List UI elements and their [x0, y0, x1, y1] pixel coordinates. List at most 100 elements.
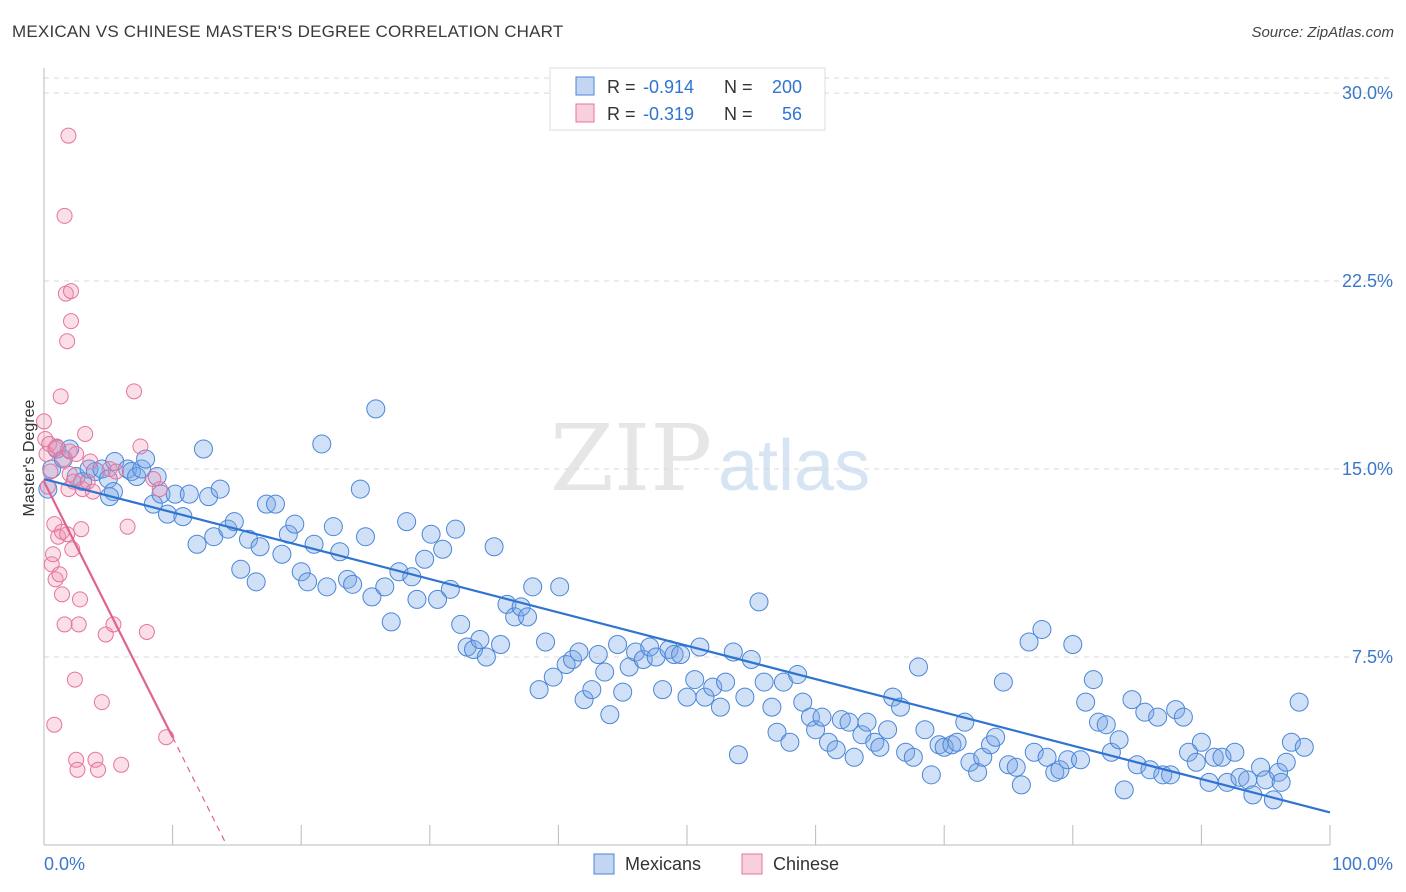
mexicans-point	[165, 484, 185, 504]
mexicans-point	[343, 574, 363, 594]
mexicans-point	[1019, 632, 1039, 652]
mexicans-point	[291, 562, 311, 582]
mexicans-point	[433, 539, 453, 559]
mexicans-point	[151, 484, 171, 504]
y-tick-label: 15.0%	[1342, 459, 1393, 479]
chinese-point	[113, 756, 130, 773]
mexicans-point	[428, 589, 448, 609]
mexicans-point	[1251, 757, 1271, 777]
mexicans-point	[826, 740, 846, 760]
mexicans-point	[1109, 730, 1129, 750]
chinese-point	[70, 616, 87, 633]
mexicans-point	[285, 514, 305, 534]
mexicans-point	[595, 662, 615, 682]
mexicans-point	[1148, 707, 1168, 727]
chinese-point	[61, 466, 78, 483]
mexicans-point	[677, 687, 697, 707]
mexicans-point	[903, 747, 923, 767]
mexicans-point	[844, 747, 864, 767]
mexicans-point	[231, 559, 251, 579]
mexicans-point	[1006, 757, 1026, 777]
mexicans-point	[735, 687, 755, 707]
y-axis-label: Master's Degree	[21, 399, 38, 516]
mexicans-point	[921, 765, 941, 785]
mexicans-point	[272, 544, 292, 564]
legend-n-label-2: N =	[724, 104, 753, 124]
mexicans-point	[518, 607, 538, 627]
chinese-point	[77, 425, 94, 442]
watermark-atlas: atlas	[718, 426, 870, 506]
mexicans-point	[1225, 742, 1245, 762]
legend-r-value-2: -0.319	[643, 104, 694, 124]
mexicans-point	[1135, 702, 1155, 722]
mexicans-point	[960, 752, 980, 772]
mexicans-point	[550, 577, 570, 597]
mexicans-point	[523, 577, 543, 597]
mexicans-point	[446, 519, 466, 539]
mexicans-point	[484, 537, 504, 557]
chinese-point	[145, 471, 162, 488]
mexicans-point	[1204, 747, 1224, 767]
mexicans-point	[1050, 760, 1070, 780]
mexicans-point	[703, 677, 723, 697]
chinese-points	[36, 127, 175, 778]
mexicans-point	[1024, 742, 1044, 762]
mexicans-point	[934, 737, 954, 757]
mexicans-point	[397, 512, 417, 532]
mexicans-point	[780, 732, 800, 752]
mexicans-point	[908, 657, 928, 677]
mexicans-point	[947, 732, 967, 752]
chinese-point	[68, 445, 85, 462]
trend-lines	[43, 477, 1331, 846]
legend-n-label-1: N =	[724, 77, 753, 97]
mexicans-point	[1045, 762, 1065, 782]
chinese-point	[51, 566, 68, 583]
chinese-point	[56, 616, 73, 633]
mexicans-point	[664, 645, 684, 665]
legend-swatch-chinese	[575, 103, 595, 123]
mexicans-point	[265, 494, 285, 514]
stats-legend: R = -0.914 N = 200 R = -0.319 N = 56	[549, 67, 826, 131]
chinese-point	[54, 586, 71, 603]
mexicans-point	[246, 572, 266, 592]
source-credit: Source: ZipAtlas.com	[1251, 24, 1394, 41]
mexicans-point	[250, 537, 270, 557]
mexicans-point	[1179, 742, 1199, 762]
mexicans-point	[238, 529, 258, 549]
chinese-point	[132, 438, 149, 455]
mexicans-point	[136, 449, 156, 469]
mexicans-point	[582, 680, 602, 700]
chinese-point	[36, 413, 52, 430]
mexicans-point	[1083, 670, 1103, 690]
mexicans-point	[187, 534, 207, 554]
mexicans-point	[569, 642, 589, 662]
mexicans-point	[470, 629, 490, 649]
mexicans-point	[685, 670, 705, 690]
chinese-point	[69, 761, 86, 778]
mexicans-point	[818, 732, 838, 752]
chinese-point	[119, 518, 136, 535]
chinese-point	[73, 521, 90, 538]
mexicans-point	[857, 712, 877, 732]
mexicans-point	[1076, 692, 1096, 712]
mexicans-point	[1089, 712, 1109, 732]
mexicans-point	[831, 710, 851, 730]
mexicans-point	[999, 755, 1018, 775]
bottom-legend-label-chinese: Chinese	[773, 854, 839, 874]
mexicans-point	[375, 577, 395, 597]
chinese-point	[87, 751, 104, 768]
mexicans-point	[1289, 692, 1309, 712]
watermark-zip: ZIP	[550, 405, 712, 512]
axis-ticks: 7.5% 15.0% 22.5% 30.0% 0.0% 100.0%	[44, 83, 1393, 874]
mexicans-point	[1271, 772, 1291, 792]
chinese-point	[56, 207, 73, 224]
bottom-legend-swatch-mexicans	[593, 853, 615, 875]
mexicans-point	[1122, 690, 1142, 710]
mexicans-point	[298, 572, 318, 592]
chinese-point	[42, 463, 59, 480]
mexicans-point	[451, 614, 471, 634]
legend-swatch-mexicans	[575, 76, 595, 96]
mexicans-point	[968, 762, 988, 782]
x-tick-label-max: 100.0%	[1332, 854, 1393, 874]
